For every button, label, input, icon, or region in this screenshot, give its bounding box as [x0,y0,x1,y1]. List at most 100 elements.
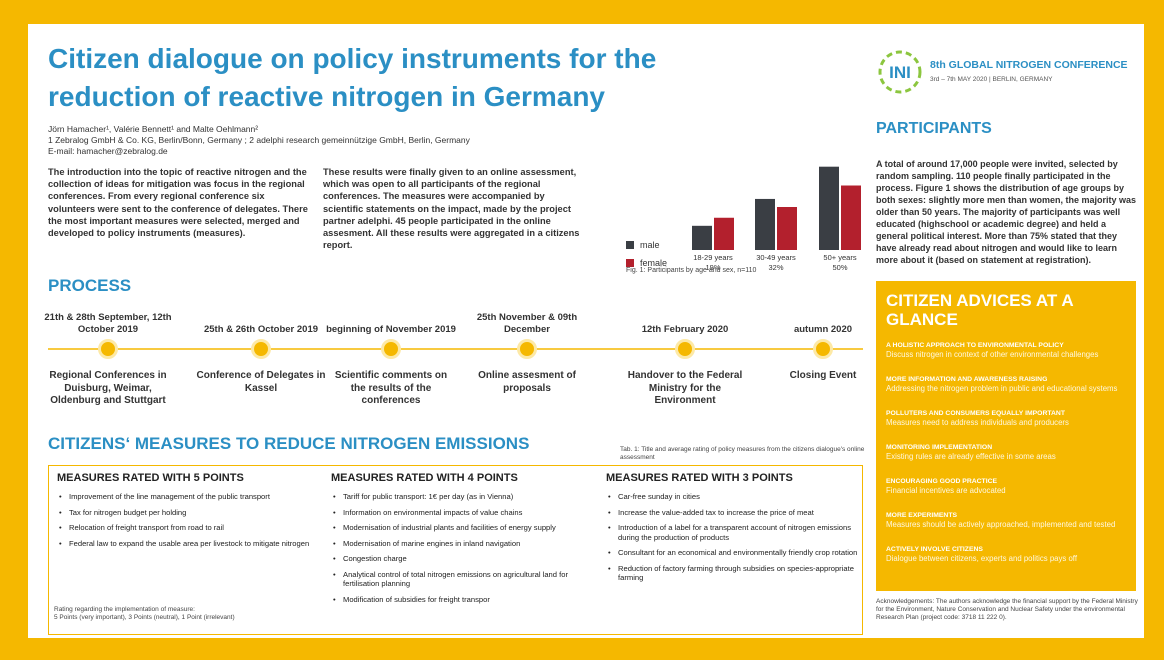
measure-item: Federal law to expand the usable area pe… [57,539,317,549]
rating-line: Rating regarding the implementation of m… [54,606,195,613]
timeline-dot [98,339,118,359]
measure-item: Congestion charge [331,554,591,564]
x-tick-label: 50+ years [823,253,856,262]
title-line: Citizen dialogue on policy instruments f… [48,43,657,74]
step-label: Conference of Delegates in Kassel [196,370,326,394]
rating-line: 5 Points (very important), 3 Points (neu… [54,614,235,621]
step-label: Handover to the Federal Ministry for the… [627,370,743,406]
advice: MORE INFORMATION AND AWARENESS RAISING Ad… [886,375,1126,394]
step-date: beginning of November 2019 [326,324,456,335]
x-tick-label: 18-29 years [693,253,733,262]
title-line: reduction of reactive nitrogen in German… [48,81,606,112]
measure-item: Information on environmental impacts of … [331,508,591,518]
email: E-mail: hamacher@zebralog.de [48,146,168,156]
measure-item: Modernisation of industrial plants and f… [331,523,591,533]
legend-label: female [640,258,667,268]
title: Citizen dialogue on policy instruments f… [48,40,656,116]
timeline-dot [381,339,401,359]
legend-label: male [640,240,660,250]
logo-text: INI [889,63,911,82]
bar [777,207,797,250]
timeline-dot [675,339,695,359]
advice-heading: MORE INFORMATION AND AWARENESS RAISING [886,376,1048,383]
bar [714,217,734,250]
advice-text: Addressing the nitrogen problem in publi… [886,384,1118,393]
step-date: autumn 2020 [793,324,853,335]
advice: MONITORING IMPLEMENTATION Existing rules … [886,443,1126,462]
advices-box: CITIZEN ADVICES AT A GLANCE A HOLISTIC A… [876,281,1136,591]
section-heading: PARTICIPANTS [876,120,992,137]
measures-table: MEASURES RATED WITH 5 POINTS Improvement … [48,465,863,635]
group-share: 32% [768,263,783,272]
affiliations: 1 Zebralog GmbH & Co. KG, Berlin/Bonn, G… [48,135,470,145]
measure-item: Tax for nitrogen budget per holding [57,508,317,518]
measure-item: Consultant for an economical and environ… [606,548,866,558]
authors-block: Jörn Hamacher¹, Valérie Bennett¹ and Mal… [48,124,470,157]
advice-text: Financial incentives are advocated [886,486,1006,495]
advice-heading: POLLUTERS AND CONSUMERS EQUALLY IMPORTAN… [886,410,1065,417]
advice-text: Measures need to address individuals and… [886,418,1069,427]
step-date: 25th November & 09th December [476,312,578,335]
measures-column: MEASURES RATED WITH 3 POINTS Car-free sun… [606,472,866,589]
legend-swatch [626,241,634,249]
advice-text: Dialogue between citizens, experts and p… [886,554,1077,563]
timeline-dot [517,339,537,359]
column-title: MEASURES RATED WITH 5 POINTS [57,472,244,484]
conference-name: 8th GLOBAL NITROGEN CONFERENCE [930,59,1128,71]
advice: ENCOURAGING GOOD PRACTICE Financial incen… [886,477,1126,496]
x-tick-label: 30-49 years [756,253,796,262]
advice-heading: ACTIVELY INVOLVE CITIZENS [886,546,983,553]
measure-item: Tariff for public transport: 1€ per day … [331,492,591,502]
measure-item: Relocation of freight transport from roa… [57,523,317,533]
intro-paragraph: The introduction into the topic of react… [48,167,308,239]
measure-item: Reduction of factory farming through sub… [606,564,866,583]
advice: POLLUTERS AND CONSUMERS EQUALLY IMPORTAN… [886,409,1126,428]
measure-item: Analytical control of total nitrogen emi… [331,570,591,589]
chart-caption: Fig. 1: Participants by age and sex, n=1… [626,267,757,274]
advice: ACTIVELY INVOLVE CITIZENS Dialogue betwee… [886,545,1126,564]
legend-swatch [626,259,634,267]
bar [692,225,712,250]
table-caption: Tab. 1: Title and average rating of poli… [620,446,865,461]
advice-heading: ENCOURAGING GOOD PRACTICE [886,478,998,485]
advice-text: Discuss nitrogen in context of other env… [886,350,1099,359]
measures-column: MEASURES RATED WITH 5 POINTS Improvement … [57,472,317,554]
advice-heading: A HOLISTIC APPROACH TO ENVIRONMENTAL POL… [886,342,1064,349]
measure-item: Car-free sunday in cities [606,492,866,502]
timeline-dot [813,339,833,359]
step-date: 25th & 26th October 2019 [203,324,319,335]
measure-item: Modification of subsidies for freight tr… [331,595,591,605]
group-share: 19% [705,263,720,272]
conference-dates: 3rd – 7th MAY 2020 | BERLIN, GERMANY [930,76,1053,83]
bar [841,185,861,250]
measure-item: Increase the value-added tax to increase… [606,508,866,518]
timeline-graphic [48,339,863,359]
step-label: Closing Event [789,370,857,381]
bar [755,198,775,250]
advices-title: CITIZEN ADVICES AT A GLANCE [886,291,1073,329]
advice: MORE EXPERIMENTS Measures should be activ… [886,511,1126,530]
measure-item: Improvement of the line management of th… [57,492,317,502]
advice-text: Measures should be actively approached, … [886,520,1116,529]
timeline-dot [251,339,271,359]
participants-text: A total of around 17,000 people were inv… [876,159,1137,265]
measure-item: Introduction of a label for a transparen… [606,523,866,542]
advice-heading: MONITORING IMPLEMENTATION [886,444,993,451]
logo-ring [878,50,922,94]
group-share: 50% [832,263,847,272]
section-heading: CITIZENS‘ MEASURES TO REDUCE NITROGEN EM… [48,434,530,453]
advice: A HOLISTIC APPROACH TO ENVIRONMENTAL POL… [886,341,1126,360]
step-date: 12th February 2020 [641,324,729,335]
authors: Jörn Hamacher¹, Valérie Bennett¹ and Mal… [48,124,259,134]
advice-text: Existing rules are already effective in … [886,452,1056,461]
advice-heading: MORE EXPERIMENTS [886,512,957,519]
conference-logo: INI 8th GLOBAL NITROGEN CONFERENCE 3rd –… [878,50,1128,94]
step-label: Regional Conferences in Duisburg, Weimar… [49,370,167,406]
column-title: MEASURES RATED WITH 3 POINTS [606,472,793,484]
rating-note: Rating regarding the implementation of m… [54,606,235,622]
bar [819,166,839,250]
timeline: 21th & 28th September, 12th October 2019… [28,304,878,414]
step-date: 21th & 28th September, 12th October 2019 [44,312,172,335]
measure-item: Modernisation of marine engines in inlan… [331,539,591,549]
